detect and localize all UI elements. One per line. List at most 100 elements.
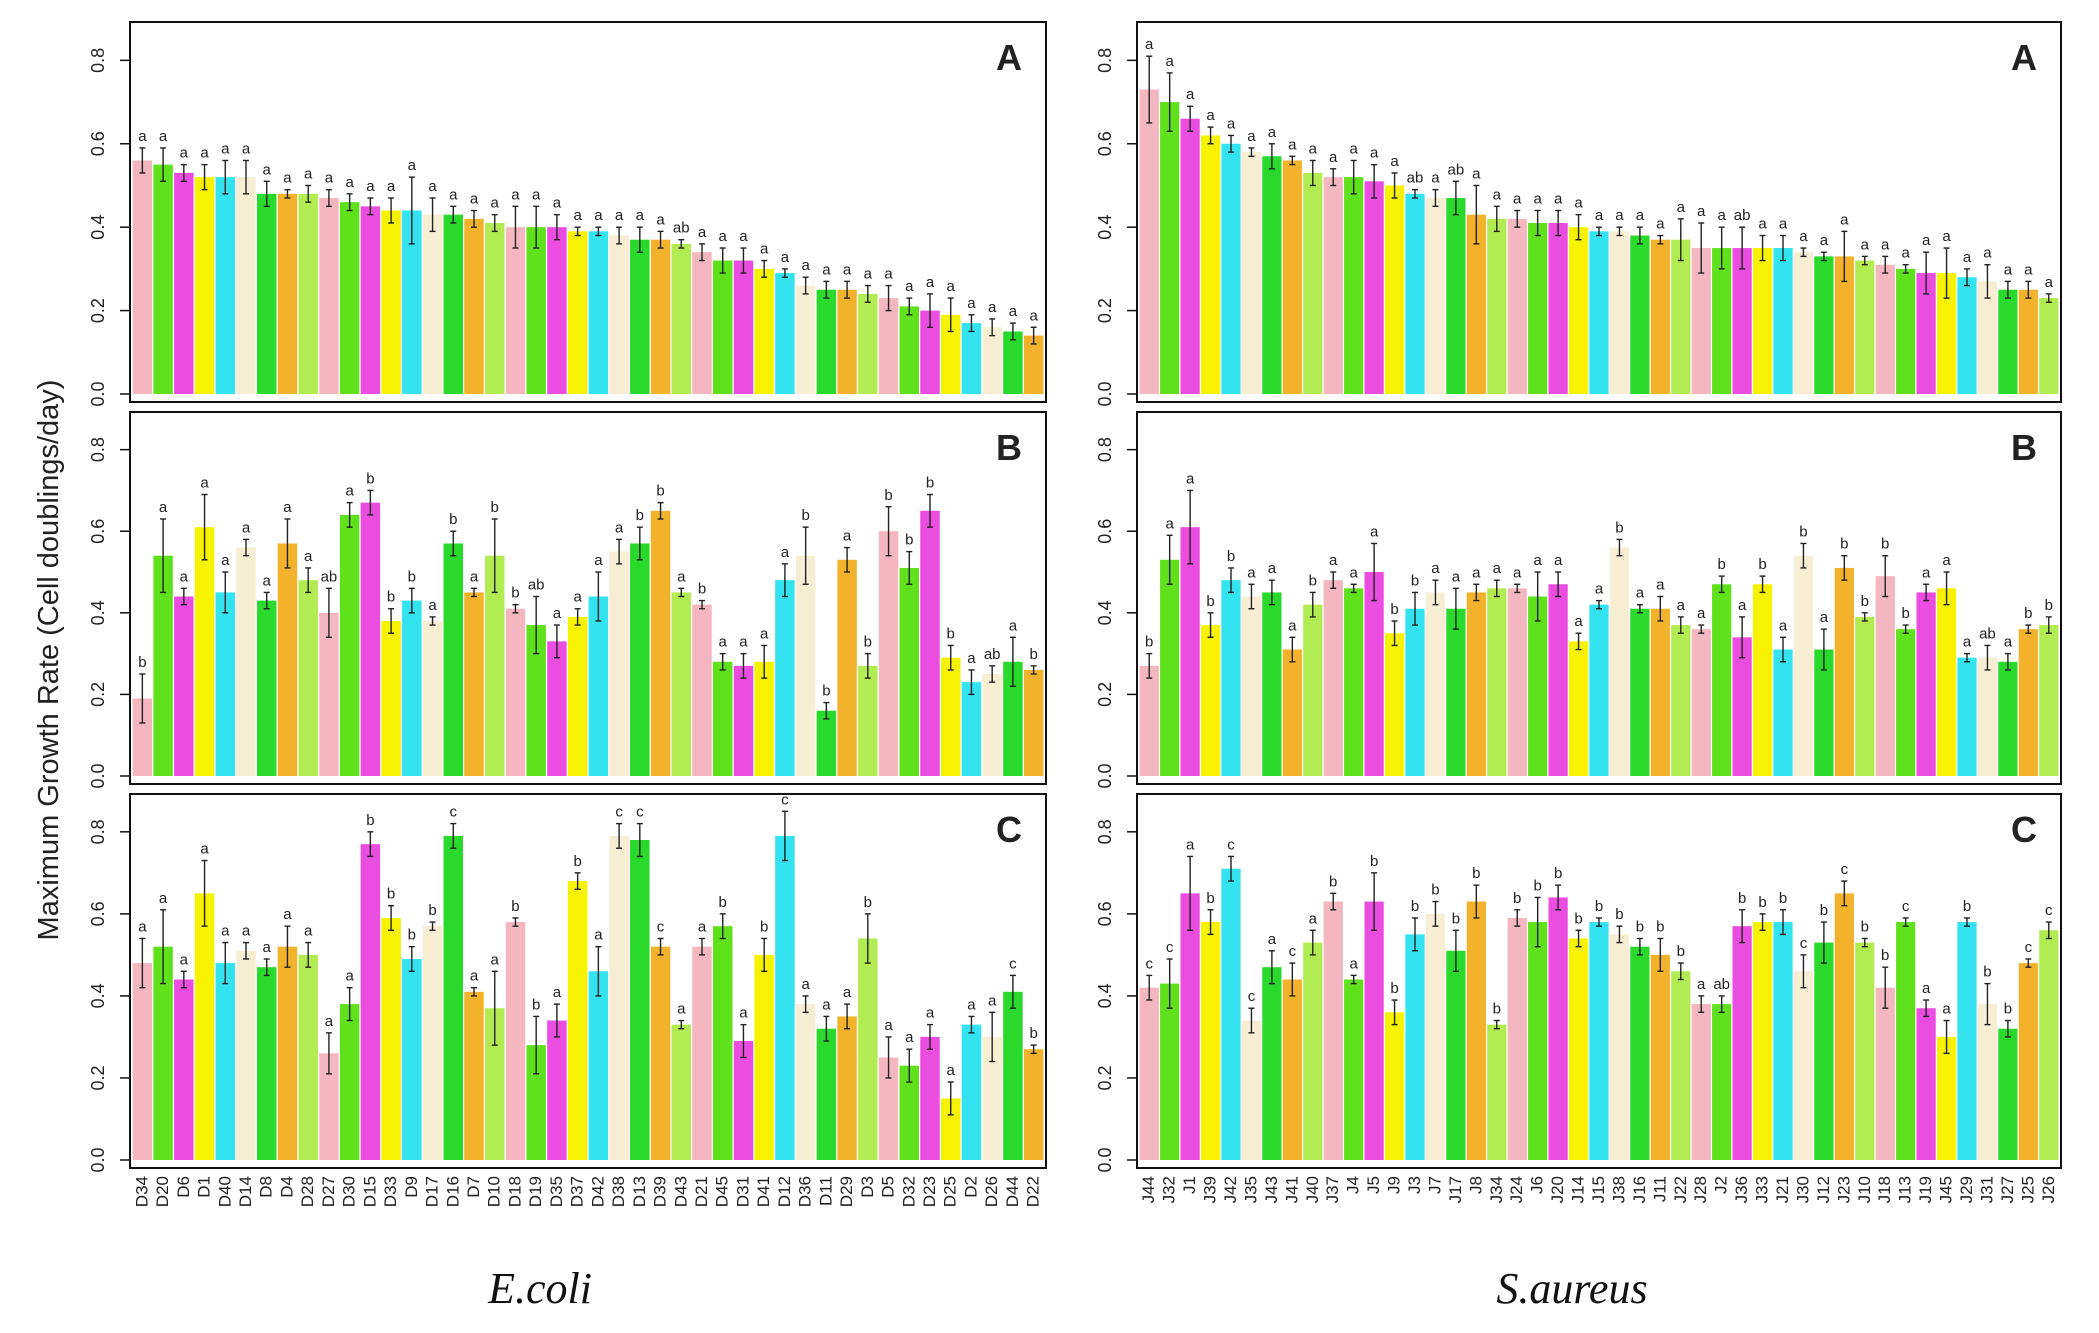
- bar: [2039, 625, 2059, 776]
- significance-label: a: [905, 278, 914, 295]
- category-label: D29: [837, 1176, 856, 1207]
- bar: [422, 214, 443, 394]
- bar: [1139, 665, 1159, 776]
- bar: [1446, 608, 1466, 776]
- bar: [1732, 637, 1752, 776]
- y-tick-label: 0.0: [88, 1147, 108, 1172]
- category-label: D1: [195, 1176, 214, 1198]
- bar: [402, 958, 422, 1160]
- significance-label: b: [1677, 943, 1685, 960]
- category-label: D32: [899, 1176, 918, 1207]
- significance-label: b: [1206, 890, 1214, 907]
- bar: [1180, 527, 1200, 776]
- significance-label: b: [1881, 536, 1889, 553]
- bar: [360, 844, 381, 1160]
- bar: [360, 502, 381, 776]
- bar: [940, 1098, 961, 1160]
- bar: [754, 661, 774, 776]
- bar: [1691, 248, 1711, 394]
- significance-label: c: [1227, 836, 1235, 853]
- bar: [899, 567, 920, 776]
- significance-label: a: [325, 170, 334, 187]
- bar: [630, 239, 650, 394]
- bar: [1609, 547, 1630, 776]
- significance-label: b: [1738, 890, 1746, 907]
- significance-label: a: [801, 976, 810, 993]
- bar: [1875, 576, 1895, 776]
- y-tick-label: 0.0: [1095, 763, 1115, 788]
- y-tick-label: 0.6: [1095, 901, 1115, 926]
- category-label: J45: [1937, 1176, 1956, 1203]
- bar: [1446, 197, 1466, 394]
- bar: [1023, 1049, 1044, 1160]
- bar: [1732, 248, 1752, 394]
- bar: [339, 1004, 360, 1160]
- bar: [1221, 868, 1241, 1160]
- significance-label: ab: [1979, 625, 1996, 642]
- bar: [1977, 657, 1998, 776]
- bar: [837, 1016, 857, 1160]
- bar: [1466, 592, 1486, 776]
- category-label: D43: [671, 1176, 690, 1207]
- category-label: D15: [360, 1176, 379, 1207]
- bar: [1466, 901, 1486, 1160]
- significance-label: a: [1697, 203, 1706, 220]
- y-tick-label: 0.4: [1095, 983, 1115, 1008]
- category-label: J15: [1589, 1176, 1608, 1203]
- category-label: D38: [609, 1176, 628, 1207]
- bar: [1139, 987, 1159, 1160]
- significance-label: a: [470, 968, 479, 985]
- significance-label: a: [843, 528, 852, 545]
- bar: [961, 323, 982, 394]
- bar: [1630, 235, 1650, 394]
- category-label: J18: [1875, 1176, 1894, 1203]
- category-label: D36: [796, 1176, 815, 1207]
- significance-label: a: [221, 140, 230, 157]
- bar: [1528, 596, 1548, 776]
- y-tick-label: 0.4: [1095, 600, 1115, 625]
- bar: [443, 543, 464, 776]
- category-label: D18: [505, 1176, 524, 1207]
- category-label: D14: [236, 1176, 255, 1207]
- y-tick-label: 0.6: [1095, 519, 1115, 544]
- bar: [215, 963, 236, 1160]
- significance-label: a: [1452, 568, 1461, 585]
- bar: [422, 620, 443, 776]
- significance-label: b: [1472, 865, 1480, 882]
- significance-label: a: [1029, 307, 1038, 324]
- bar: [899, 306, 920, 394]
- significance-label: a: [1942, 1001, 1951, 1018]
- significance-label: b: [1840, 536, 1848, 553]
- significance-label: a: [822, 996, 831, 1013]
- category-label: D21: [692, 1176, 711, 1207]
- bar: [256, 600, 277, 776]
- category-label: D37: [568, 1176, 587, 1207]
- bar: [899, 1065, 920, 1160]
- bar: [1323, 177, 1343, 394]
- bar: [1160, 559, 1180, 776]
- category-label: D2: [961, 1176, 980, 1198]
- bar: [858, 938, 878, 1160]
- category-label: J7: [1425, 1176, 1444, 1194]
- significance-label: a: [905, 1029, 914, 1046]
- significance-label: ab: [321, 568, 338, 585]
- significance-label: ab: [673, 220, 690, 237]
- significance-label: a: [180, 568, 189, 585]
- bar: [215, 592, 236, 776]
- bar: [1548, 584, 1568, 776]
- y-tick-label: 0.8: [1095, 48, 1115, 73]
- significance-label: a: [1656, 577, 1665, 594]
- bar: [609, 835, 629, 1160]
- category-label: J32: [1160, 1176, 1179, 1203]
- bar: [1568, 938, 1589, 1160]
- bar: [650, 510, 671, 776]
- bar: [920, 310, 940, 394]
- bar: [1752, 584, 1773, 776]
- bar: [1548, 897, 1568, 1160]
- y-tick-label: 0.2: [1095, 1065, 1115, 1090]
- significance-label: a: [1840, 211, 1849, 228]
- significance-label: a: [491, 951, 500, 968]
- bar: [754, 268, 774, 394]
- significance-label: a: [1390, 153, 1399, 170]
- y-tick-label: 0.4: [1095, 215, 1115, 240]
